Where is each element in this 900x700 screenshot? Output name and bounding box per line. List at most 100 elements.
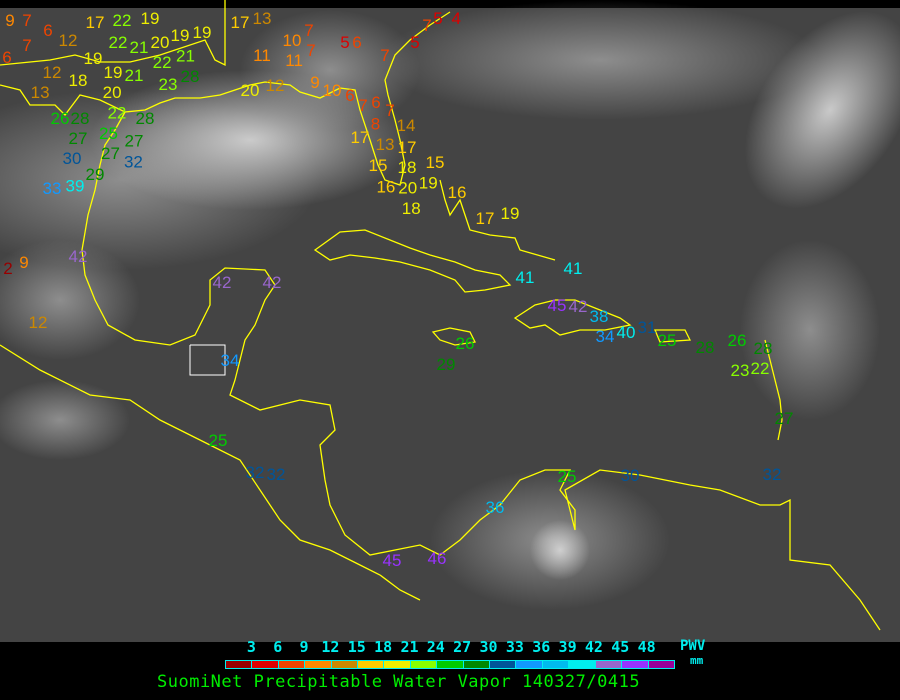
puerto-rico [654, 329, 692, 343]
station-pwv-value: 16 [376, 178, 395, 197]
station-pwv-value: 11 [285, 51, 303, 70]
station-pwv-value: 45 [383, 551, 402, 570]
station-pwv-value: 10 [323, 81, 342, 100]
station-pwv-value: 19 [104, 63, 123, 82]
station-pwv-value: 7 [380, 46, 389, 65]
station-pwv-value: 27 [775, 409, 794, 428]
station-pwv-value: 25 [658, 331, 677, 350]
unit-label-mm: mm [690, 654, 704, 667]
station-pwv-value: 6 [352, 33, 361, 52]
colorbar-tick-label: 6 [273, 638, 283, 656]
station-pwv-value: 13 [253, 9, 272, 28]
station-pwv-value: 7 [385, 101, 394, 120]
station-pwv-value: 32 [124, 153, 143, 172]
station-pwv-value: 38 [590, 307, 609, 326]
colorbar-segment [463, 661, 491, 668]
colorbar-segment [490, 661, 517, 668]
us-gulf-coast [0, 11, 451, 186]
pacific-coast [0, 344, 421, 601]
station-pwv-value: 21 [130, 38, 149, 57]
colorbar-tick-label: 33 [505, 638, 524, 656]
station-pwv-value: 7 [22, 11, 31, 30]
cuba [313, 229, 512, 293]
station-pwv-value: 25 [558, 467, 577, 486]
station-pwv-value: 33 [43, 179, 62, 198]
station-pwv-value: 20 [103, 83, 122, 102]
station-pwv-value: 21 [176, 46, 195, 65]
station-pwv-value: 19 [501, 204, 520, 223]
station-pwv-value: 26 [728, 331, 747, 350]
colorbar-tick-label: 3 [246, 638, 256, 656]
colorbar-tick-label: 45 [611, 638, 630, 656]
lesser-antilles [764, 339, 783, 441]
colorbar-tick-label: 18 [374, 638, 393, 656]
colorbar-segment [226, 661, 253, 668]
station-pwv-value: 12 [266, 76, 285, 95]
station-pwv-value: 39 [66, 177, 85, 196]
station-pwv-value: 12 [29, 313, 48, 332]
colorbar-tick-label: 24 [426, 638, 445, 656]
station-pwv-value: 28 [696, 338, 715, 357]
station-pwv-value: 4 [451, 9, 460, 28]
station-pwv-value: 34 [596, 327, 615, 346]
station-pwv-value: 19 [193, 23, 212, 42]
colorbar-segment [542, 661, 570, 668]
colorbar-segment [331, 661, 359, 668]
station-pwv-value: 7 [422, 16, 431, 35]
station-pwv-value: 17 [350, 128, 369, 147]
station-pwv-value: 34 [221, 351, 240, 370]
station-pwv-value: 23 [159, 75, 178, 94]
colorbar-tick-label: 39 [558, 638, 577, 656]
colorbar-tick-label: 12 [321, 638, 340, 656]
station-pwv-value: 45 [548, 296, 567, 315]
station-pwv-value: 2 [3, 259, 12, 278]
bahamas [439, 179, 556, 261]
colorbar-segment [252, 661, 279, 668]
station-pwv-value: 16 [448, 183, 467, 202]
station-pwv-value: 22 [153, 53, 172, 72]
unit-label-pwv: PWV [680, 638, 706, 654]
station-pwv-value: 27 [125, 132, 144, 151]
station-pwv-value: 19 [171, 26, 190, 45]
colorbar-tick-label: 36 [532, 638, 551, 656]
station-pwv-value: 32 [763, 465, 782, 484]
station-pwv-value: 19 [141, 9, 160, 28]
station-pwv-value: 21 [125, 66, 144, 85]
station-pwv-value: 25 [209, 431, 228, 450]
station-pwv-value: 25 [99, 124, 118, 143]
colorbar-segment [358, 661, 385, 668]
station-pwv-value: 23 [731, 361, 750, 380]
jamaica [431, 327, 476, 346]
station-pwv-value: 7 [22, 36, 31, 55]
colorbar-tick-label: 42 [584, 638, 603, 656]
station-pwv-value: 20 [398, 179, 417, 198]
station-pwv-value: 22 [751, 359, 770, 378]
station-pwv-value: 42 [213, 273, 232, 292]
station-pwv-value: 7 [358, 96, 367, 115]
station-pwv-value: 15 [369, 156, 388, 175]
station-pwv-value: 30 [63, 149, 82, 168]
station-pwv-value: 28 [754, 339, 773, 358]
station-pwv-value: 26 [456, 334, 475, 353]
station-pwv-value: 27 [101, 144, 120, 163]
station-pwv-value: 6 [2, 48, 11, 67]
station-pwv-value: 6 [345, 86, 354, 105]
station-pwv-value: 18 [69, 71, 88, 90]
colorbar-segment [569, 661, 596, 668]
top-black-strip [0, 0, 900, 8]
colorbar-segment [384, 661, 411, 668]
station-pwv-value: 46 [428, 549, 447, 568]
colorbar-segment [595, 661, 623, 668]
station-pwv-value: 14 [397, 116, 416, 135]
colorbar-segment [410, 661, 438, 668]
colorbar-segment [648, 661, 674, 668]
station-pwv-value: 18 [398, 158, 417, 177]
station-pwv-value: 5 [340, 33, 349, 52]
station-pwv-value: 8 [371, 115, 380, 134]
station-pwv-value: 9 [19, 253, 28, 272]
cloud-layer [0, 0, 900, 610]
station-pwv-value: 20 [241, 81, 260, 100]
station-pwv-value: 17 [398, 138, 417, 157]
